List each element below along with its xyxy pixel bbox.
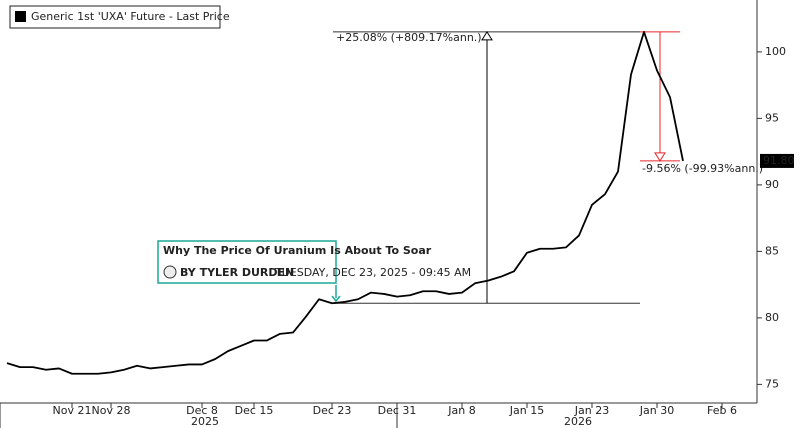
measure-arrow-red	[654, 152, 666, 162]
author-avatar	[163, 265, 177, 279]
price-line	[6, 31, 684, 375]
y-tick-label: 75	[765, 377, 779, 390]
measure-arrow	[481, 30, 493, 41]
x-tick-label: Jan 30	[639, 404, 674, 417]
year-label: 2025	[191, 415, 219, 428]
y-tick-label: 85	[765, 244, 779, 257]
x-tick-label: Dec 15	[235, 404, 274, 417]
news-date: TUESDAY, DEC 23, 2025 - 09:45 AM	[274, 266, 471, 279]
y-tick-label: 80	[765, 311, 779, 324]
news-card	[157, 240, 337, 284]
x-tick-label: Feb 6	[707, 404, 737, 417]
y-tick-label: 100	[765, 45, 786, 58]
x-tick-label: Dec 23	[313, 404, 352, 417]
year-label: 2026	[564, 415, 592, 428]
last-price-tag	[760, 153, 794, 168]
x-tick-label: Jan 15	[509, 404, 544, 417]
x-tick-label: Nov 28	[92, 404, 131, 417]
news-pointer-head	[331, 295, 341, 303]
annotation: +25.08% (+809.17%ann.)	[336, 31, 482, 44]
x-tick-label: Dec 8	[186, 404, 218, 417]
legend-box	[9, 5, 221, 29]
annotation: -9.56% (-99.93%ann.)	[642, 162, 763, 175]
x-tick-label: Nov 21	[53, 404, 92, 417]
x-tick-label: Jan 8	[447, 404, 475, 417]
news-author: BY TYLER DURDEN	[180, 266, 294, 279]
legend-label: Generic 1st 'UXA' Future - Last Price	[31, 10, 230, 23]
news-headline: Why The Price Of Uranium Is About To Soa…	[163, 244, 432, 257]
legend-swatch	[15, 11, 26, 22]
x-tick-label: Jan 23	[574, 404, 609, 417]
last-price-label: 91.80	[763, 154, 795, 167]
y-tick-label: 95	[765, 111, 779, 124]
y-tick-label: 90	[765, 178, 779, 191]
